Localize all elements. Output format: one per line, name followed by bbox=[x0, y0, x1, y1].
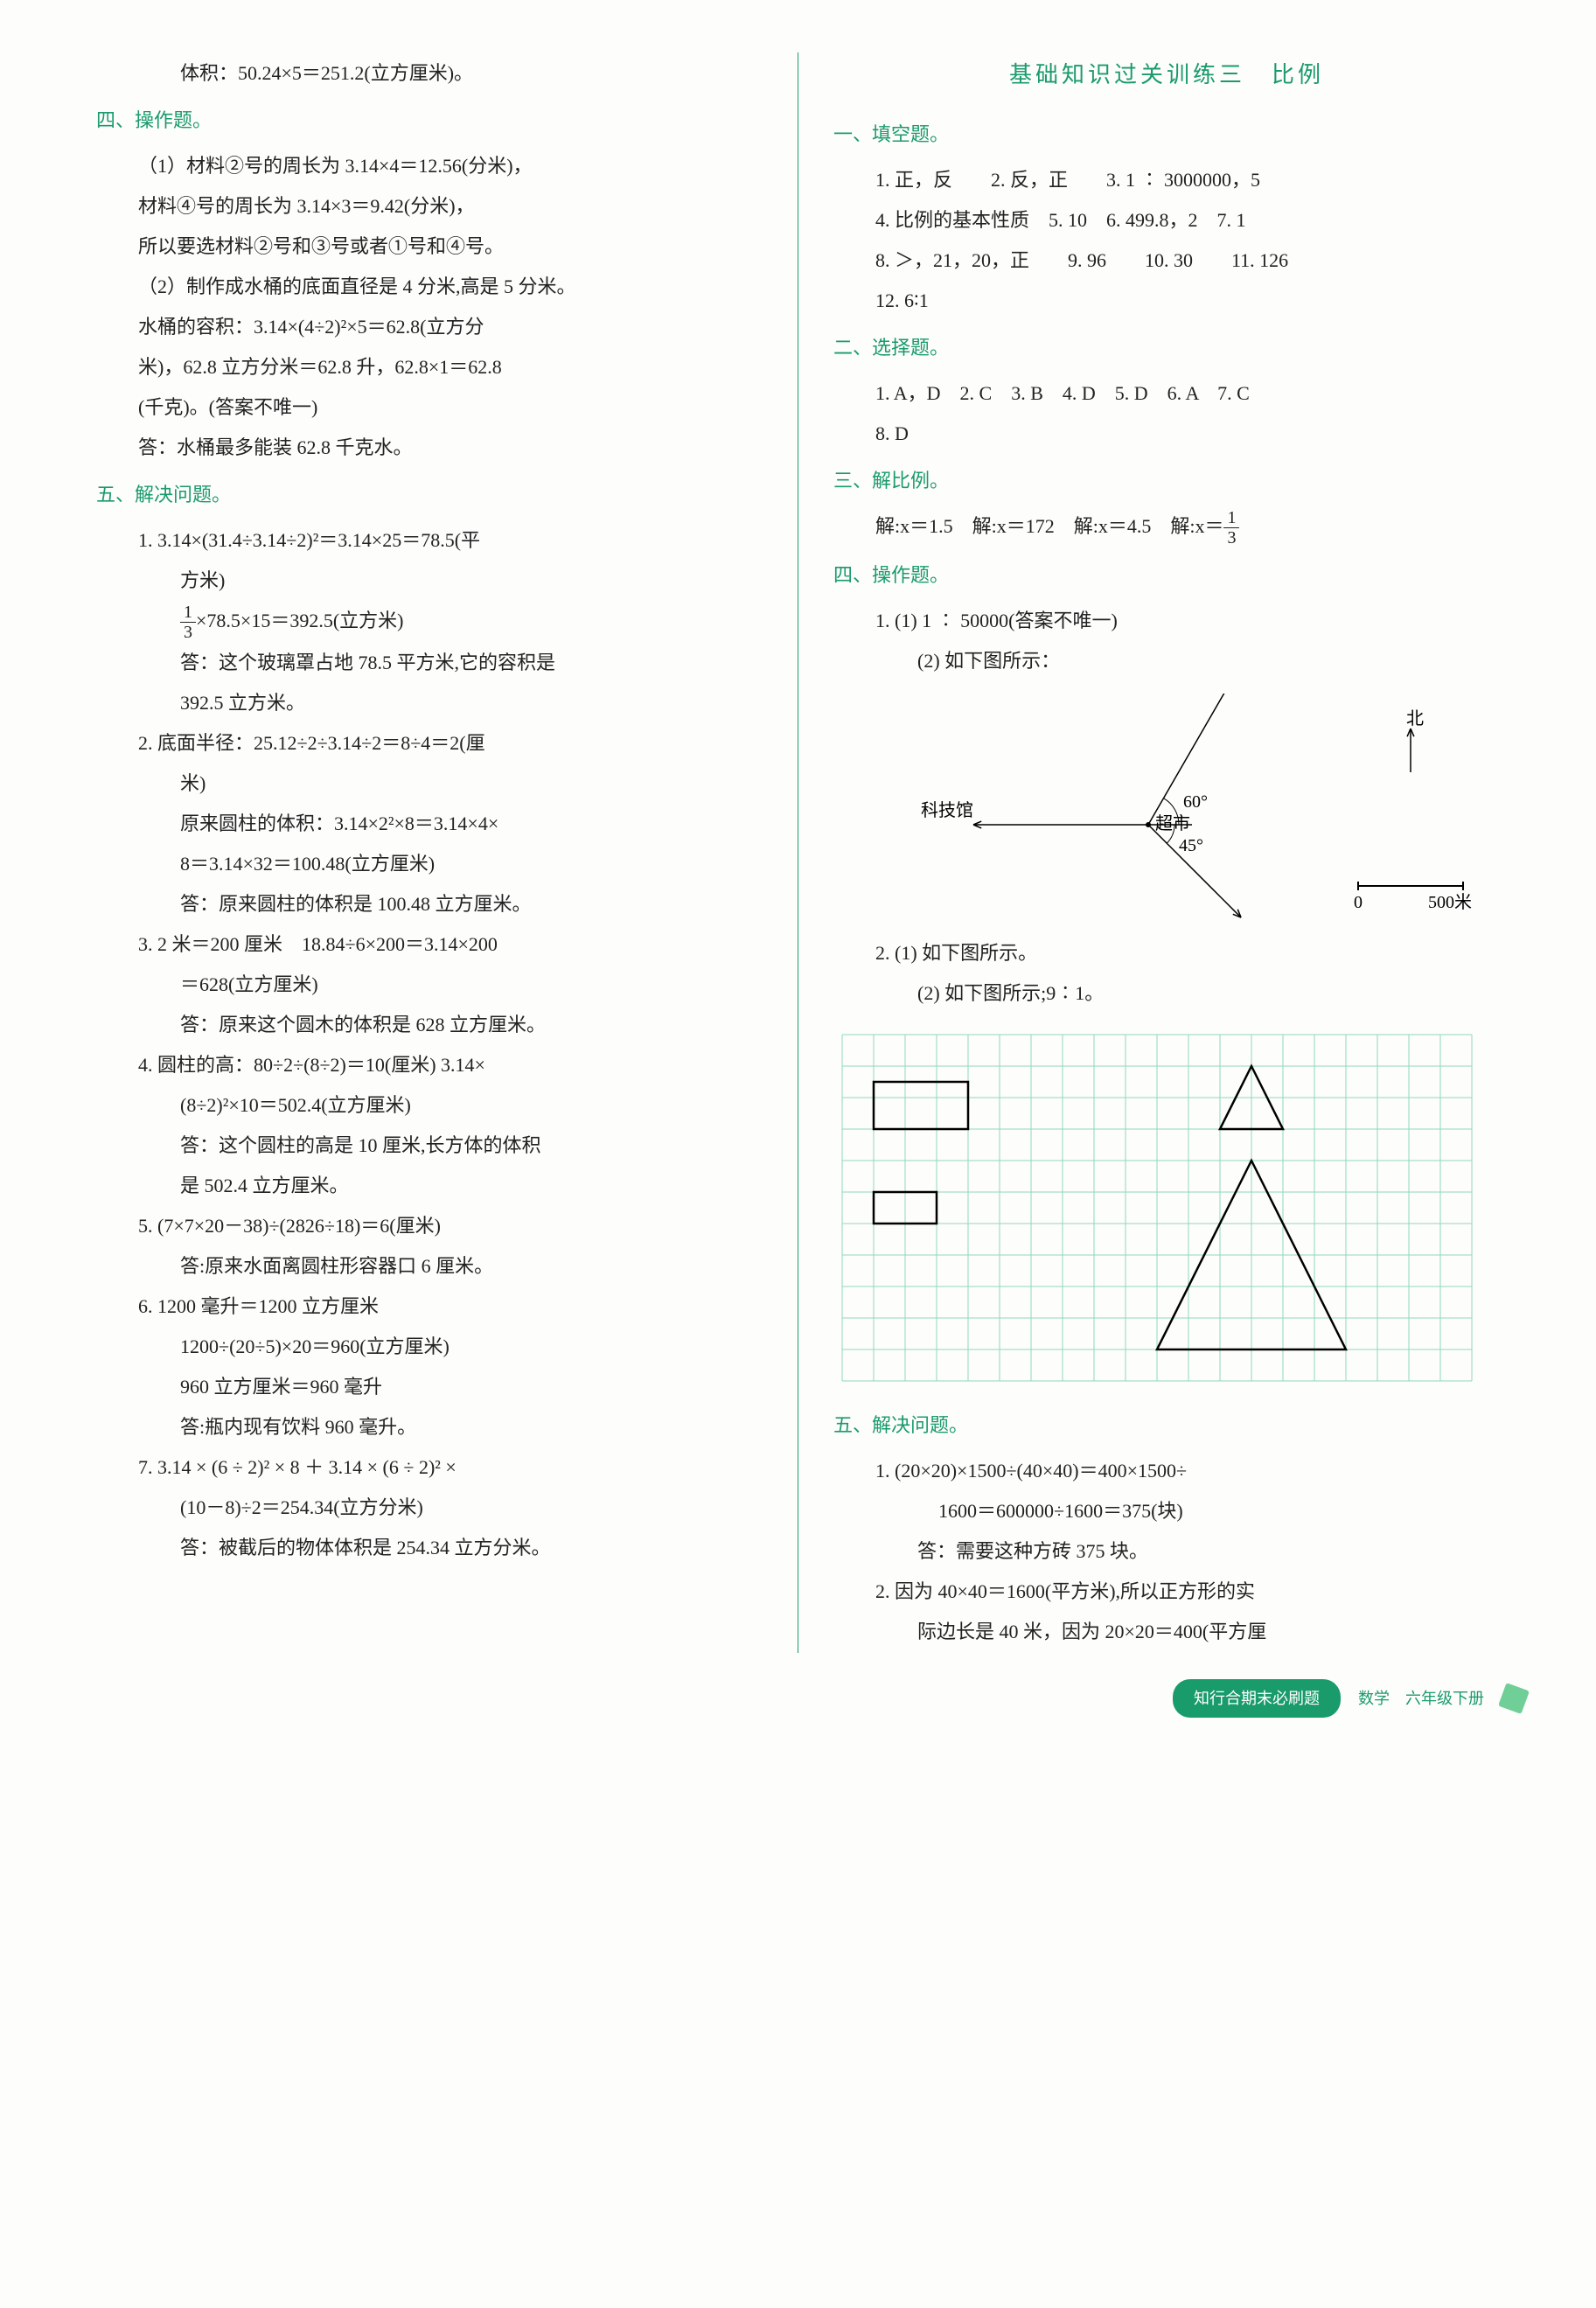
s4-q2-l3: 米)，62.8 立方分米＝62.8 升，62.8×1＝62.8 bbox=[96, 348, 763, 387]
footer-subject: 数学 六年级下册 bbox=[1358, 1683, 1484, 1714]
s5-q6-l2: 1200÷(20÷5)×20＝960(立方厘米) bbox=[96, 1328, 763, 1366]
left-column: 体积：50.24×5＝251.2(立方厘米)。 四、操作题。 （1）材料②号的周… bbox=[70, 52, 798, 1653]
svg-text:北: 北 bbox=[1406, 708, 1424, 729]
r-s3-l1: 解:x＝1.5 解:x＝172 解:x＝4.5 解:x＝ 1 3 bbox=[833, 507, 1500, 547]
s5-q2-l2: 米) bbox=[96, 764, 763, 803]
r-s3-title: 三、解比例。 bbox=[833, 462, 1500, 500]
s5-q3-l3: 答：原来这个圆木的体积是 628 立方厘米。 bbox=[96, 1006, 763, 1044]
r-s5-q1-l1: 1. (20×20)×1500÷(40×40)＝400×1500÷ bbox=[833, 1452, 1500, 1490]
s5-q3-l1: 3. 2 米＝200 厘米 18.84÷6×200＝3.14×200 bbox=[96, 925, 763, 964]
r-s1-title: 一、填空题。 bbox=[833, 115, 1500, 154]
footer: 知行合期末必刷题 数学 六年级下册 bbox=[70, 1679, 1526, 1718]
r-s5-q2-l2: 际边长是 40 米，因为 20×20＝400(平方厘 bbox=[833, 1613, 1500, 1651]
svg-text:45°: 45° bbox=[1179, 836, 1203, 855]
top-line: 体积：50.24×5＝251.2(立方厘米)。 bbox=[96, 54, 763, 93]
r-s4-title: 四、操作题。 bbox=[833, 556, 1500, 595]
s5-q1-l3: 1 3 ×78.5×15＝392.5(立方米) bbox=[96, 602, 763, 642]
s5-q1-l3-rest: ×78.5×15＝392.5(立方米) bbox=[196, 610, 403, 631]
s5-q2-l1: 2. 底面半径：25.12÷2÷3.14÷2＝8÷4＝2(厘 bbox=[96, 724, 763, 763]
footer-cube-icon bbox=[1498, 1684, 1530, 1715]
r-s3-prefix: 解:x＝1.5 解:x＝172 解:x＝4.5 解:x＝ bbox=[875, 515, 1223, 537]
s5-q7-l2: (10－8)÷2＝254.34(立方分米) bbox=[96, 1489, 763, 1527]
r-s5-title: 五、解决问题。 bbox=[833, 1406, 1500, 1445]
fraction-1-3-b: 1 3 bbox=[1223, 508, 1239, 547]
fraction-1-3: 1 3 bbox=[180, 603, 196, 642]
r-s4-q1-l2: (2) 如下图所示： bbox=[833, 642, 1500, 680]
frac-num-b: 1 bbox=[1223, 508, 1239, 528]
s4-q2-l5: 答：水桶最多能装 62.8 千克水。 bbox=[96, 429, 763, 467]
svg-text:500米: 500米 bbox=[1428, 892, 1472, 912]
s5-q1-l5: 392.5 立方米。 bbox=[96, 684, 763, 722]
r-s4-q2-l1: 2. (1) 如下图所示。 bbox=[833, 934, 1500, 973]
s5-q3-l2: ＝628(立方厘米) bbox=[96, 966, 763, 1004]
frac-num: 1 bbox=[180, 603, 196, 623]
r-s4-q2-l2: (2) 如下图所示;9∶1。 bbox=[833, 974, 1500, 1013]
section-5-title: 五、解决问题。 bbox=[96, 476, 763, 514]
footer-badge: 知行合期末必刷题 bbox=[1173, 1679, 1341, 1718]
direction-diagram: 科技馆学校市民公园60°45°超市北0500米 bbox=[886, 694, 1500, 921]
direction-svg: 科技馆学校市民公园60°45°超市北0500米 bbox=[886, 694, 1498, 921]
s5-q2-l4: 8＝3.14×32＝100.48(立方厘米) bbox=[96, 845, 763, 883]
page: 体积：50.24×5＝251.2(立方厘米)。 四、操作题。 （1）材料②号的周… bbox=[70, 52, 1526, 1653]
s5-q2-l3: 原来圆柱的体积：3.14×2²×8＝3.14×4× bbox=[96, 805, 763, 843]
r-s2-l1: 1. A，D 2. C 3. B 4. D 5. D 6. A 7. C bbox=[833, 374, 1500, 413]
r-s2-title: 二、选择题。 bbox=[833, 329, 1500, 367]
s4-q2-l4: (千克)。(答案不唯一) bbox=[96, 388, 763, 427]
frac-den: 3 bbox=[180, 623, 196, 642]
r-s4-q1-l1: 1. (1) 1 ∶ 50000(答案不唯一) bbox=[833, 602, 1500, 640]
r-s5-q1-l3: 答：需要这种方砖 375 块。 bbox=[833, 1532, 1500, 1571]
s4-q1-l3: 所以要选材料②号和③号或者①号和④号。 bbox=[96, 227, 763, 266]
svg-text:超市: 超市 bbox=[1155, 813, 1190, 833]
s5-q6-l1: 6. 1200 毫升＝1200 立方厘米 bbox=[96, 1287, 763, 1326]
s5-q4-l1: 4. 圆柱的高：80÷2÷(8÷2)＝10(厘米) 3.14× bbox=[96, 1046, 763, 1084]
s5-q1-l1: 1. 3.14×(31.4÷3.14÷2)²＝3.14×25＝78.5(平 bbox=[96, 521, 763, 560]
s5-q4-l4: 是 502.4 立方厘米。 bbox=[96, 1167, 763, 1205]
s5-q2-l5: 答：原来圆柱的体积是 100.48 立方厘米。 bbox=[96, 885, 763, 924]
r-s1-l4: 12. 6∶1 bbox=[833, 282, 1500, 320]
s5-q6-l3: 960 立方厘米＝960 毫升 bbox=[96, 1368, 763, 1406]
r-s2-l2: 8. D bbox=[833, 415, 1500, 453]
s4-q2-l1: （2）制作成水桶的底面直径是 4 分米,高是 5 分米。 bbox=[96, 268, 763, 306]
section-4-title: 四、操作题。 bbox=[96, 101, 763, 140]
r-s5-q2-l1: 2. 因为 40×40＝1600(平方米),所以正方形的实 bbox=[833, 1572, 1500, 1611]
grid-svg bbox=[833, 1026, 1481, 1393]
s5-q4-l2: (8÷2)²×10＝502.4(立方厘米) bbox=[96, 1086, 763, 1125]
s4-q1-l2: 材料④号的周长为 3.14×3＝9.42(分米)， bbox=[96, 187, 763, 226]
main-title: 基础知识过关训练三 比例 bbox=[833, 52, 1500, 98]
r-s5-q1-l2: 1600＝600000÷1600＝375(块) bbox=[833, 1492, 1500, 1531]
s5-q1-l2: 方米) bbox=[96, 561, 763, 600]
s5-q7-l3: 答：被截后的物体体积是 254.34 立方分米。 bbox=[96, 1529, 763, 1567]
frac-den-b: 3 bbox=[1223, 528, 1239, 547]
r-s1-l3: 8. ＞，21，20，正 9. 96 10. 30 11. 126 bbox=[833, 241, 1500, 280]
s4-q1-l1: （1）材料②号的周长为 3.14×4＝12.56(分米)， bbox=[96, 147, 763, 185]
s5-q1-l4: 答：这个玻璃罩占地 78.5 平方米,它的容积是 bbox=[96, 644, 763, 682]
s5-q6-l4: 答:瓶内现有饮料 960 毫升。 bbox=[96, 1408, 763, 1447]
s5-q7-l1: 7. 3.14 × (6 ÷ 2)² × 8 ＋ 3.14 × (6 ÷ 2)²… bbox=[96, 1448, 763, 1487]
svg-text:科技馆: 科技馆 bbox=[921, 800, 973, 820]
r-s1-l1: 1. 正，反 2. 反，正 3. 1 ∶ 3000000，5 bbox=[833, 161, 1500, 199]
svg-text:60°: 60° bbox=[1183, 792, 1208, 812]
svg-text:0: 0 bbox=[1354, 893, 1363, 912]
r-s1-l2: 4. 比例的基本性质 5. 10 6. 499.8，2 7. 1 bbox=[833, 201, 1500, 240]
right-column: 基础知识过关训练三 比例 一、填空题。 1. 正，反 2. 反，正 3. 1 ∶… bbox=[798, 52, 1526, 1653]
s5-q5-l1: 5. (7×7×20－38)÷(2826÷18)＝6(厘米) bbox=[96, 1207, 763, 1245]
s4-q2-l2: 水桶的容积：3.14×(4÷2)²×5＝62.8(立方分 bbox=[96, 308, 763, 346]
s5-q5-l2: 答:原来水面离圆柱形容器口 6 厘米。 bbox=[96, 1247, 763, 1286]
s5-q4-l3: 答：这个圆柱的高是 10 厘米,长方体的体积 bbox=[96, 1126, 763, 1165]
grid-diagram bbox=[833, 1026, 1500, 1393]
